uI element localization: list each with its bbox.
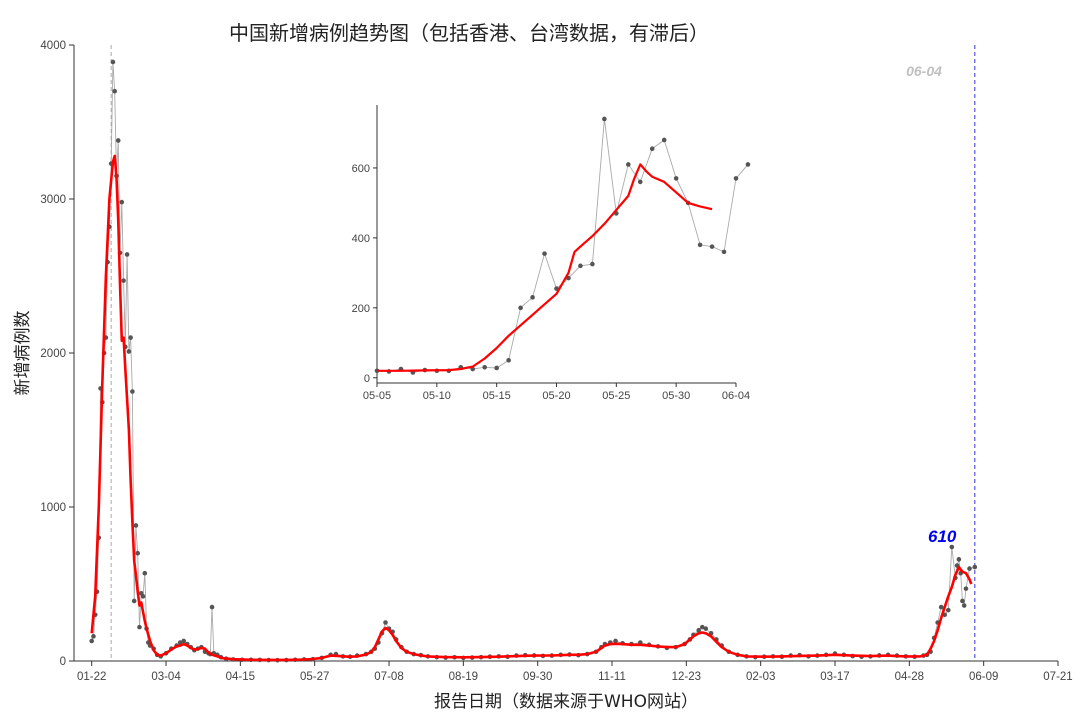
inset-y-tick-label: 400 [352,233,370,245]
daily-cases-line [91,61,975,661]
inset-daily-point [637,179,643,185]
inset-y-tick-label: 0 [364,373,370,385]
daily-point [142,570,148,576]
inset-daily-point [661,137,667,143]
latest-date-label: 06-04 [906,63,942,79]
daily-point [126,349,132,354]
smoothed-trend-line [90,154,973,662]
inset-daily-point [745,162,751,167]
daily-point [128,335,133,340]
daily-point [696,627,702,633]
inset-x-tick-label: 05-30 [662,390,690,402]
daily-point [956,557,962,562]
inset-daily-point [721,249,727,255]
x-tick-label: 12-23 [672,671,701,683]
x-tick-label: 07-08 [374,671,403,683]
daily-point [130,389,135,394]
x-tick-label: 04-15 [226,671,255,683]
inset-daily-point [709,244,715,249]
inset-daily-point [602,116,607,122]
x-tick-label: 06-09 [969,671,998,683]
inset-daily-point [590,261,595,267]
latest-value-label: 610 [928,527,957,546]
x-tick-label: 03-17 [820,671,849,683]
daily-point [181,638,187,644]
daily-point [972,564,978,570]
x-tick-label: 11-11 [598,671,626,683]
inset-x-tick-label: 05-25 [602,390,630,402]
daily-point [945,607,951,613]
daily-point [699,624,705,630]
x-tick-label: 04-28 [895,671,924,683]
daily-point [961,603,967,608]
daily-point [119,199,125,205]
inset-daily-point [542,251,547,256]
inset-x-tick-label: 05-10 [423,390,451,402]
daily-point [115,138,121,143]
y-tick-label: 1000 [40,502,66,514]
daily-point [967,566,972,571]
daily-point [110,59,116,65]
x-tick-label: 08-19 [449,671,478,683]
daily-point [703,626,709,631]
x-tick-label: 05-27 [300,671,329,683]
inset-daily-point [506,357,511,363]
daily-point [133,523,139,528]
x-tick-label: 09-30 [523,671,552,683]
inset-y-tick-label: 600 [352,163,370,175]
chart-title: 中国新增病例趋势图（包括香港、台湾数据，有滞后） [229,21,709,45]
inset-daily-point [733,176,739,181]
daily-point [121,278,126,283]
daily-point [613,638,618,644]
inset-x-tick-label: 05-20 [542,390,570,402]
daily-point [137,624,142,630]
inset-daily-cases-line [376,118,749,373]
y-tick-label: 2000 [40,348,66,360]
x-tick-label: 02-03 [746,671,775,683]
inset-daily-point [673,176,679,181]
daily-point [124,252,130,257]
daily-point [949,544,955,550]
y-axis-title: 新增病例数 [13,311,33,396]
y-tick-label: 0 [60,656,66,668]
daily-point [131,598,137,604]
inset-daily-point [697,242,703,248]
inset-daily-point [626,162,631,167]
daily-point [112,88,118,94]
daily-point [135,550,141,556]
inset-smoothed-trend-line [377,163,713,372]
inset-daily-point [649,146,655,152]
inset-x-tick-label: 05-15 [483,390,511,402]
inset-plot: 0 200 400 600 05-05 05-10 05-15 05-20 05-25 05-30… [352,105,751,402]
daily-point [963,586,969,591]
x-tick-label: 03-04 [151,671,181,683]
inset-daily-point [494,365,499,371]
inset-x-tick-label: 05-05 [363,390,391,402]
inset-x-tick-label: 06-04 [722,390,750,402]
daily-point [140,594,146,599]
daily-point [209,604,215,610]
x-tick-label: 01-22 [77,671,106,683]
daily-point [89,638,94,644]
x-axis-title: 报告日期（数据来源于WHO网站） [434,692,698,712]
y-tick-label: 4000 [40,40,66,52]
daily-point [91,634,96,639]
x-tick-label: 07-21 [1043,671,1072,683]
inset-daily-point [578,263,583,269]
inset-daily-point [530,295,535,300]
inset-y-tick-label: 200 [352,303,370,315]
daily-point [938,604,944,610]
y-tick-label: 3000 [40,194,66,206]
daily-point [383,620,388,625]
daily-point [960,598,965,604]
inset-daily-point [482,364,488,370]
daily-point [177,640,183,645]
inset-daily-point [518,305,523,311]
